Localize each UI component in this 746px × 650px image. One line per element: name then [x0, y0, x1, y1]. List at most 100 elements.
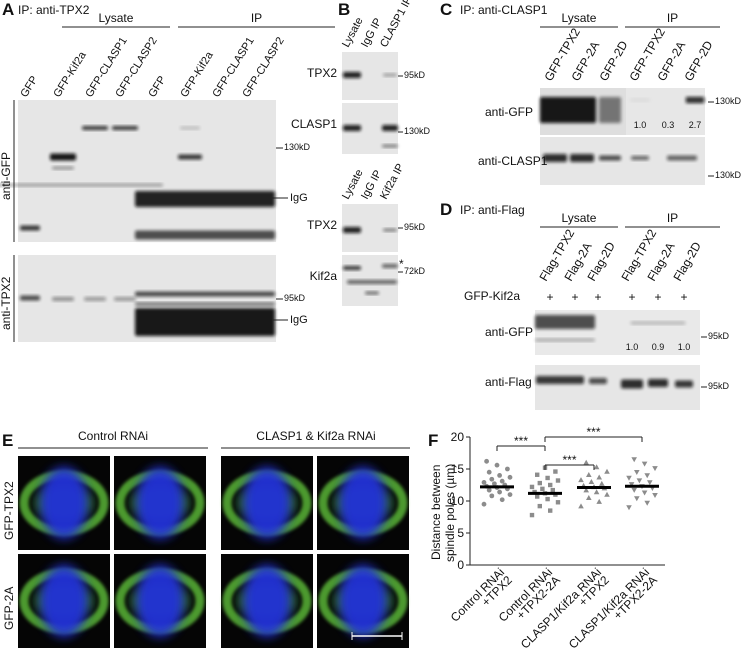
panel-label: C — [440, 0, 452, 19]
band — [180, 126, 200, 130]
band — [0, 183, 163, 187]
point — [588, 479, 595, 484]
point — [540, 486, 545, 492]
point — [529, 512, 535, 518]
micrograph — [18, 554, 110, 648]
point — [647, 480, 653, 486]
marker-label: 95kD — [708, 331, 730, 341]
band — [535, 338, 595, 342]
band — [543, 154, 567, 162]
band — [535, 315, 595, 329]
band — [599, 155, 621, 161]
blot-label: TPX2 — [307, 66, 337, 80]
blot — [342, 255, 398, 306]
point — [641, 490, 648, 496]
quant-label: 1.0 — [678, 342, 691, 352]
chromosomes — [40, 467, 88, 539]
chromosomes — [243, 565, 291, 637]
significance-label: *** — [562, 453, 576, 467]
point — [599, 480, 605, 486]
blot-membrane — [626, 88, 705, 135]
band — [20, 225, 40, 231]
marker-label: 95kD — [284, 293, 306, 303]
band — [52, 166, 74, 170]
blot — [535, 310, 700, 355]
band — [540, 97, 596, 123]
band — [82, 126, 108, 130]
panel-title: IP: anti-CLASP1 — [460, 3, 548, 17]
point — [644, 473, 650, 479]
chromosomes — [243, 467, 291, 539]
blot-label: CLASP1 — [291, 117, 337, 131]
point — [537, 503, 542, 509]
blot-label: anti-GFP — [485, 105, 533, 119]
point — [636, 478, 643, 484]
point — [652, 466, 658, 472]
condition-label: Control RNAi — [78, 429, 148, 443]
blot — [540, 137, 705, 185]
micrograph — [114, 554, 206, 648]
blot — [18, 255, 276, 342]
panel-label: E — [2, 431, 13, 450]
marker-label: IgG — [290, 314, 308, 326]
point — [631, 457, 637, 463]
plus-label: + — [680, 290, 687, 304]
band — [382, 144, 398, 148]
point — [507, 492, 513, 497]
point — [489, 476, 495, 482]
point — [484, 458, 489, 464]
band — [383, 73, 397, 77]
point — [596, 474, 602, 480]
plus-label: + — [546, 290, 553, 304]
point — [555, 500, 561, 505]
quant-label: 1.0 — [626, 342, 639, 352]
point — [578, 477, 584, 483]
group-label: IP — [667, 211, 678, 225]
micrograph — [114, 456, 206, 550]
group-label: Lysate — [99, 11, 134, 25]
micrograph — [317, 554, 409, 648]
point — [489, 493, 495, 499]
band — [114, 297, 136, 301]
row-label: GFP-TPX2 — [2, 481, 16, 540]
point — [486, 469, 492, 475]
y-tick-label: 0 — [457, 558, 464, 572]
quant-label: 1.0 — [634, 120, 647, 130]
point — [529, 484, 535, 490]
x-tick-label: CLASP1/Kif2a RNAi — [566, 565, 652, 650]
point — [586, 471, 592, 477]
band — [570, 154, 594, 162]
marker-label: 130kD — [715, 96, 742, 106]
point — [535, 494, 540, 499]
marker-label: 130kD — [715, 170, 742, 180]
point — [652, 493, 658, 499]
point — [626, 475, 632, 481]
band — [365, 291, 379, 295]
point — [604, 468, 610, 474]
point — [545, 475, 550, 481]
point — [593, 464, 600, 470]
significance-label: *** — [514, 434, 528, 448]
point — [550, 487, 555, 493]
point — [481, 501, 487, 507]
point — [644, 500, 650, 506]
point — [492, 481, 497, 487]
plus-label: + — [571, 290, 578, 304]
significance-label: *** — [586, 425, 600, 439]
blot-label: anti-Flag — [485, 375, 532, 389]
point — [494, 462, 500, 468]
point — [497, 489, 502, 495]
panel-label: B — [338, 0, 350, 19]
group-label: Lysate — [562, 11, 597, 25]
chromosomes — [136, 467, 184, 539]
chromosomes — [339, 565, 387, 637]
panel-label: F — [428, 431, 438, 450]
point — [499, 497, 505, 503]
blot — [0, 100, 276, 242]
lane-label: Kif2a IP — [378, 162, 407, 202]
plus-label: + — [654, 290, 661, 304]
y-axis-label: Distance between — [429, 465, 443, 560]
panel-label: D — [440, 200, 452, 219]
band — [135, 230, 275, 240]
point — [586, 495, 592, 500]
